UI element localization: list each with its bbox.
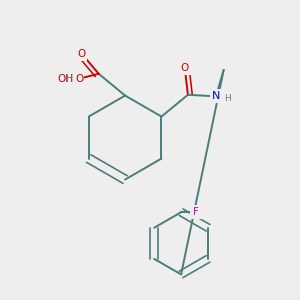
Text: H: H [224, 94, 231, 103]
Bar [190, 205, 202, 219]
Text: N: N [212, 91, 220, 101]
Text: O: O [77, 49, 86, 58]
Bar [179, 61, 191, 75]
Bar [59, 73, 84, 86]
Bar [76, 46, 88, 61]
Bar [210, 89, 222, 103]
Bar [64, 72, 84, 86]
Text: O: O [181, 63, 189, 73]
Text: O: O [75, 74, 83, 84]
Text: OH: OH [58, 74, 74, 84]
Text: F: F [193, 207, 199, 217]
Text: H: H [66, 74, 73, 84]
